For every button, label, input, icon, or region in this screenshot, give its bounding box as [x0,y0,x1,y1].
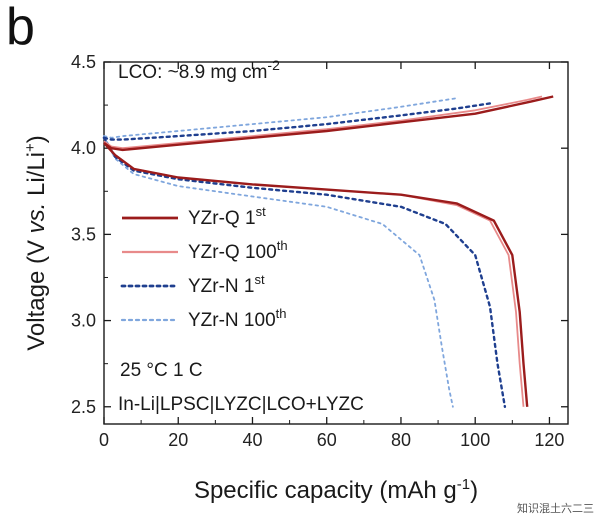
y-tick-label: 4.0 [71,138,96,158]
x-tick-labels: 0 20 40 60 80 100 120 [99,430,564,450]
y-tick-label: 3.5 [71,224,96,244]
watermark: 知识混土六二三 [517,501,594,515]
x-tick-label: 80 [391,430,411,450]
plot-frame [103,61,569,425]
x-tick-label: 0 [99,430,109,450]
panel-label: b [6,0,35,56]
legend-label: YZr-Q 100th [188,238,288,263]
series-lines [102,95,554,408]
x-tick-label: 60 [317,430,337,450]
x-axis-label: Specific capacity (mAh g-1) [194,476,478,504]
x-tick-label: 20 [168,430,188,450]
series-line-yzr-n-100th-charge [103,97,458,139]
series-line-yzr-q-100th-charge [103,95,543,150]
conditions-annotation: 25 °C 1 C [120,360,203,381]
legend-label: YZr-N 100th [188,306,286,331]
y-tick-label: 2.5 [71,397,96,417]
x-tick-label: 40 [242,430,262,450]
series-line-yzr-n-100th-discharge [103,135,454,408]
legend-label: YZr-N 1st [188,272,265,297]
legend: YZr-Q 1st YZr-Q 100th YZr-N 1st YZr-N 100th [120,204,288,331]
loading-annotation: LCO: ~8.9 mg cm-2 [118,57,280,83]
x-tick-label: 100 [460,430,490,450]
cell-config-annotation: In-Li|LPSC|LYZC|LCO+LYZC [118,394,364,415]
x-tick-label: 120 [534,430,564,450]
y-axis-label: Voltage (V vs. Li/Li+) [22,135,50,351]
legend-label: YZr-Q 1st [188,204,266,229]
series-line-yzr-n-1st-discharge [102,136,507,408]
series-line-yzr-n-1st-charge [102,102,492,141]
series-line-yzr-q-1st-discharge [103,142,529,407]
axis-ticks [103,61,568,424]
y-tick-label: 3.0 [71,311,96,331]
series-line-yzr-q-1st-charge [103,95,554,152]
y-tick-label: 4.5 [71,52,96,72]
y-tick-labels: 2.5 3.0 3.5 4.0 4.5 [71,52,96,417]
